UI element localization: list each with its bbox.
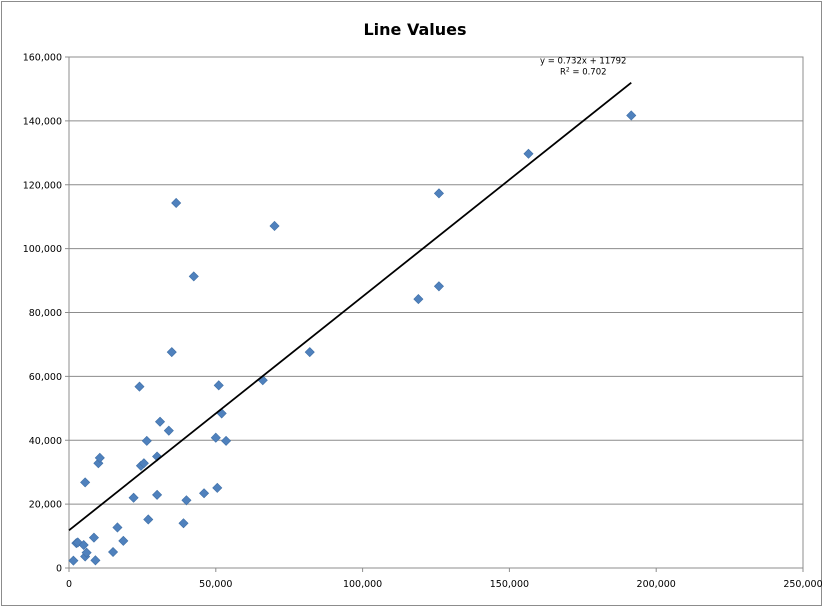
data-points bbox=[68, 110, 637, 566]
data-point bbox=[94, 452, 105, 463]
gridlines bbox=[69, 56, 803, 505]
y-tick-label: 80,000 bbox=[29, 308, 62, 319]
data-point bbox=[90, 555, 101, 566]
data-point bbox=[213, 380, 224, 391]
x-tick-label: 50,000 bbox=[199, 579, 232, 590]
data-point bbox=[138, 458, 149, 469]
y-tick-label: 40,000 bbox=[29, 436, 62, 447]
data-point bbox=[154, 416, 166, 427]
data-point bbox=[78, 539, 89, 551]
data-point bbox=[80, 477, 91, 488]
data-point bbox=[118, 535, 129, 546]
y-tick-label: 20,000 bbox=[29, 500, 62, 511]
data-point bbox=[433, 281, 444, 292]
data-point bbox=[188, 271, 199, 282]
y-tick-label: 120,000 bbox=[23, 180, 62, 191]
trendline bbox=[68, 81, 632, 532]
y-tick-label: 0 bbox=[56, 564, 62, 575]
x-tick-label: 250,000 bbox=[783, 579, 822, 590]
chart-title: Line Values bbox=[363, 20, 466, 39]
y-tick-label: 100,000 bbox=[23, 244, 62, 255]
data-point bbox=[88, 532, 99, 543]
data-point bbox=[81, 547, 92, 558]
data-point bbox=[523, 148, 534, 159]
data-point bbox=[112, 522, 123, 533]
data-point bbox=[166, 347, 177, 358]
r-squared-value: = 0.702 bbox=[570, 68, 607, 78]
data-point bbox=[304, 347, 315, 358]
x-tick-label: 100,000 bbox=[343, 579, 382, 590]
trendline-r-squared: R2 = 0.702 bbox=[560, 67, 607, 78]
axes: 0 20,000 40,000 60,000 80,000 100,000 120,000 1… bbox=[23, 53, 823, 591]
data-point bbox=[171, 197, 182, 208]
data-point bbox=[178, 518, 189, 529]
data-point bbox=[413, 294, 424, 305]
r-squared-symbol: R bbox=[560, 68, 566, 78]
x-tick-label: 0 bbox=[66, 579, 72, 590]
data-point bbox=[72, 537, 83, 548]
data-point bbox=[181, 495, 192, 506]
data-point bbox=[221, 435, 232, 446]
data-point bbox=[134, 381, 145, 392]
data-point bbox=[163, 425, 174, 436]
y-tick-label: 140,000 bbox=[23, 116, 62, 127]
data-point bbox=[108, 547, 119, 558]
data-point bbox=[199, 488, 210, 499]
data-point bbox=[269, 220, 280, 231]
y-tick-label: 160,000 bbox=[23, 53, 62, 64]
data-point bbox=[210, 432, 221, 443]
data-point bbox=[626, 110, 637, 121]
data-point bbox=[143, 514, 154, 525]
data-point bbox=[68, 555, 79, 566]
data-point bbox=[152, 489, 163, 500]
y-tick-label: 60,000 bbox=[29, 372, 62, 383]
x-tick-label: 200,000 bbox=[637, 579, 676, 590]
data-point bbox=[212, 482, 223, 493]
r-squared-superscript: 2 bbox=[566, 67, 570, 74]
data-point bbox=[141, 435, 152, 446]
trendline-equation: y = 0.732x + 11792 bbox=[540, 57, 627, 67]
data-point bbox=[128, 492, 139, 503]
data-point bbox=[433, 188, 444, 199]
x-tick-label: 150,000 bbox=[490, 579, 529, 590]
